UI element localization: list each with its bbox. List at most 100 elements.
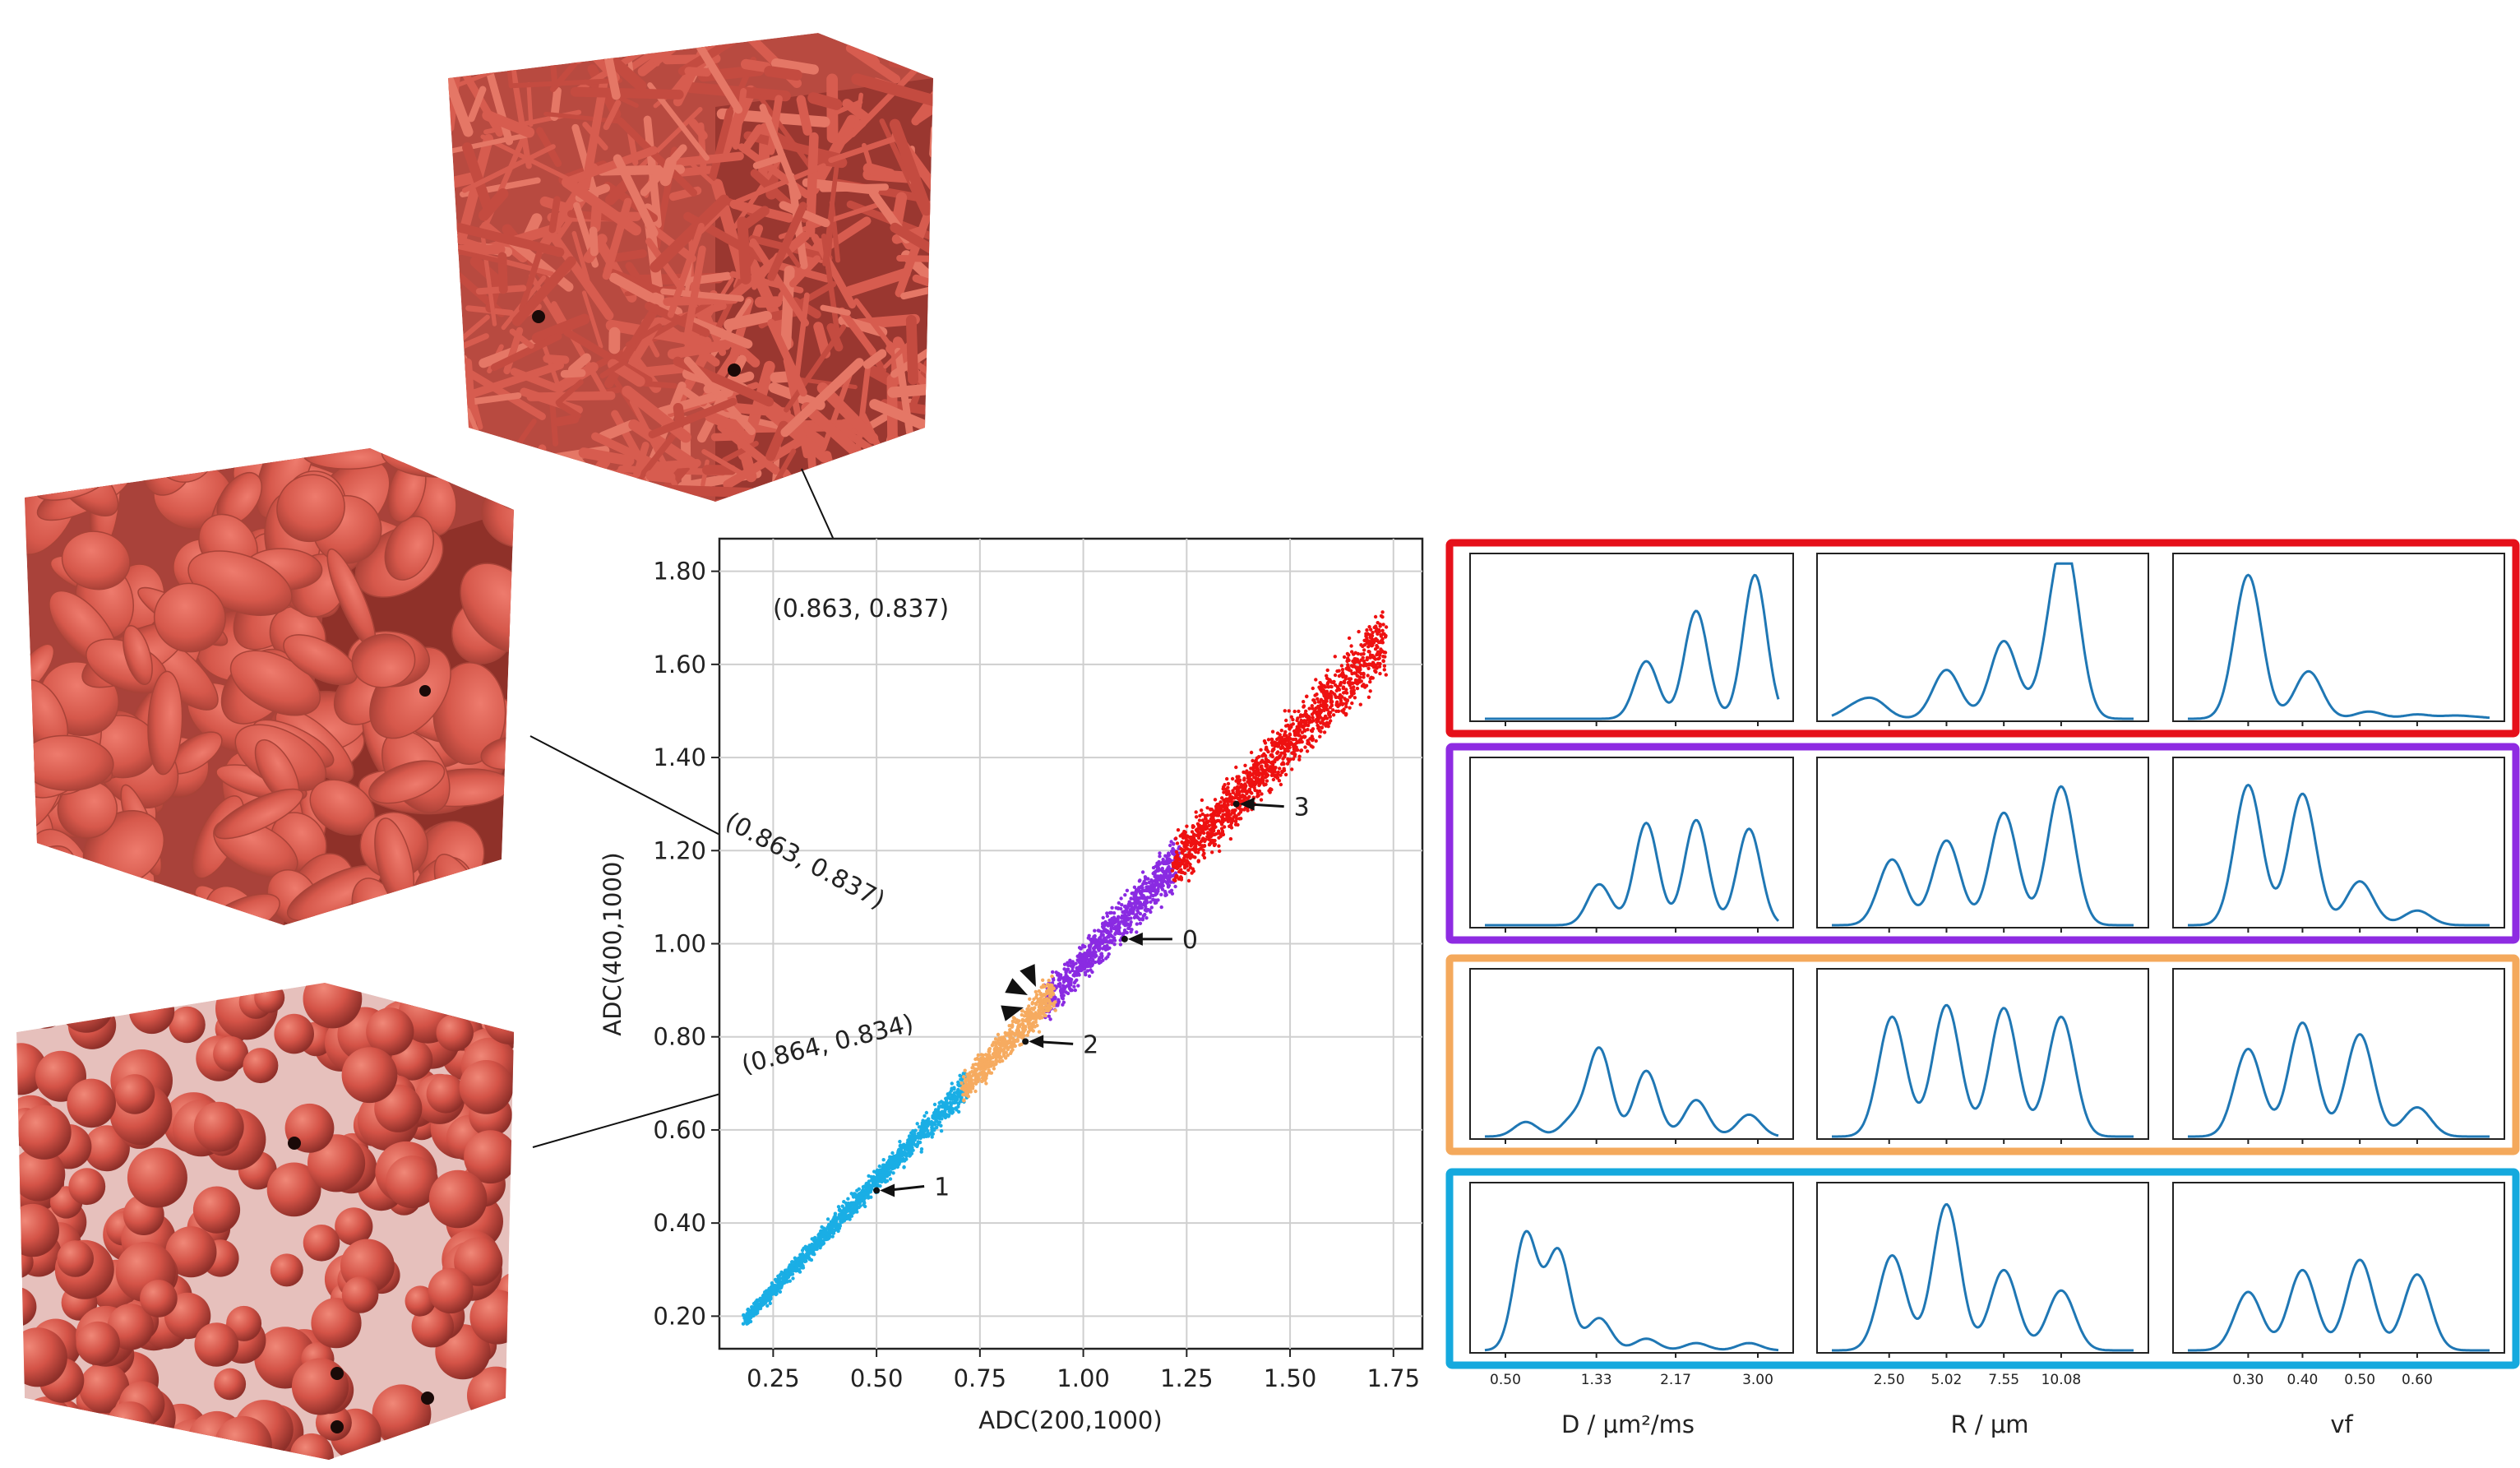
cluster-2-frame — [1445, 954, 2520, 1155]
scatter-point — [1101, 915, 1105, 920]
scatter-point — [1107, 952, 1111, 956]
scatter-point — [1179, 847, 1183, 851]
scatter-point — [1249, 750, 1254, 755]
scatter-point — [959, 1081, 964, 1086]
scatter-point — [1123, 893, 1127, 897]
scatter-point — [1365, 636, 1369, 641]
scatter-point — [1348, 695, 1352, 699]
scatter-point — [1131, 891, 1135, 896]
scatter-point — [1062, 975, 1066, 980]
scatter-point — [1212, 809, 1216, 813]
scatter-point — [1237, 797, 1242, 802]
scatter-point — [1007, 1030, 1011, 1035]
scatter-point — [1292, 709, 1297, 714]
scatter-point — [1145, 901, 1149, 905]
scatter-point — [952, 1087, 956, 1091]
panel-frame — [1816, 757, 2149, 928]
scatter-point — [1269, 737, 1274, 742]
scatter-point — [1352, 664, 1356, 668]
scatter-point — [1367, 650, 1371, 654]
scatter-point — [1260, 780, 1264, 785]
scatter-point — [1283, 753, 1288, 757]
scatter-point — [959, 1077, 963, 1081]
scatter-point — [1107, 939, 1112, 944]
scatter-point — [1103, 924, 1107, 928]
scatter-point — [1188, 856, 1192, 860]
scatter-point — [915, 1122, 919, 1126]
scatter-point — [1231, 808, 1235, 813]
x-tick-label: 0.50 — [850, 1364, 904, 1392]
distribution-curve — [1832, 1202, 2134, 1352]
scatter-point — [1159, 879, 1164, 884]
scatter-point — [1122, 928, 1127, 933]
scatter-point — [1223, 817, 1228, 822]
scatter-point — [866, 1188, 870, 1192]
scatter-point — [1345, 698, 1350, 702]
scatter-point — [878, 1173, 883, 1178]
scatter-point — [1149, 900, 1153, 905]
scatter-point — [1089, 951, 1094, 955]
scatter-point — [1293, 744, 1297, 749]
scatter-point — [962, 1085, 966, 1090]
scatter-point — [1298, 715, 1302, 719]
scatter-point — [794, 1267, 799, 1271]
scatter-point — [1184, 845, 1188, 850]
scatter-point — [1191, 869, 1196, 873]
scatter-point — [1103, 944, 1107, 949]
scatter-point — [1109, 919, 1114, 923]
scatter-point — [1263, 753, 1268, 758]
scatter-point — [1012, 1044, 1016, 1049]
scatter-point — [790, 1260, 794, 1264]
scatter-point — [926, 1130, 930, 1135]
scatter-point — [1275, 757, 1279, 762]
scatter-point — [976, 1053, 981, 1058]
scatter-point — [979, 1053, 984, 1057]
scatter-point — [1078, 961, 1082, 965]
scatter-point — [934, 1114, 939, 1118]
scatter-point — [1328, 706, 1333, 710]
scatter-point — [963, 1068, 967, 1072]
scatter-point — [769, 1294, 773, 1298]
scatter-point — [1170, 868, 1175, 873]
scatter-point — [855, 1194, 859, 1199]
scatter-point — [1366, 674, 1370, 678]
scatter-point — [958, 1073, 962, 1078]
cluster-centroid-marker — [1121, 935, 1128, 942]
scatter-point — [1072, 980, 1077, 985]
scatter-point — [1214, 804, 1218, 808]
scatter-point — [1251, 762, 1256, 767]
scatter-point — [1173, 855, 1177, 860]
scatter-point — [1199, 840, 1204, 844]
scatter-point — [1269, 773, 1274, 777]
scatter-point — [1112, 911, 1117, 915]
scatter-point — [1047, 1006, 1052, 1010]
scatter-point — [1097, 948, 1101, 952]
scatter-point — [1008, 1028, 1012, 1032]
scatter-point — [1233, 813, 1237, 818]
scatter-point — [965, 1091, 970, 1095]
scatter-point — [992, 1047, 997, 1051]
scatter-point — [941, 1112, 946, 1117]
scatter-point — [1268, 790, 1272, 794]
scatter-point — [1329, 684, 1334, 688]
scatter-point — [1107, 946, 1112, 951]
scatter-point — [1238, 810, 1243, 814]
scatter-point — [1202, 831, 1206, 836]
adc-scatter-plot: 0.25 0.50 0.75 1.00 1.25 1.50 1.75 0.20 0.40 0.60… — [599, 537, 1424, 1434]
scatter-point — [916, 1135, 920, 1140]
scatter-point — [1325, 681, 1330, 685]
scatter-point — [1196, 859, 1201, 863]
cluster-3-frame — [1445, 539, 2520, 738]
scatter-point — [1265, 766, 1270, 771]
scatter-point — [930, 1130, 934, 1134]
scatter-point — [1281, 738, 1285, 742]
scatter-point — [1038, 999, 1042, 1003]
y-tick-label: 1.80 — [653, 558, 706, 586]
scatter-point — [1174, 875, 1178, 880]
scatter-point — [1188, 865, 1193, 870]
scatter-point — [1334, 701, 1339, 705]
scatter-point — [1115, 930, 1119, 934]
scatter-point — [1109, 929, 1113, 933]
scatter-point — [1228, 792, 1232, 796]
scatter-point — [830, 1222, 835, 1226]
